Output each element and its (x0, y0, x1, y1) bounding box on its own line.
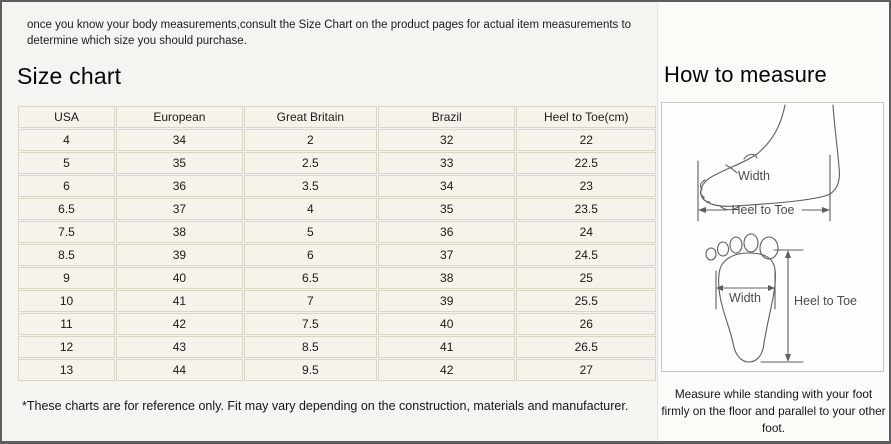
size-cell: 40 (116, 267, 243, 289)
size-cell: 23.5 (516, 198, 656, 220)
size-cell: 27 (516, 359, 656, 381)
size-cell: 22 (516, 129, 656, 151)
size-cell: 7.5 (18, 221, 115, 243)
table-row: 6.5 37 4 35 23.5 (18, 198, 656, 220)
size-cell: 2.5 (243, 152, 377, 174)
column-header: USA (18, 106, 115, 128)
size-cell: 41 (116, 290, 243, 312)
size-cell: 4 (243, 198, 377, 220)
size-cell: 7.5 (243, 313, 377, 335)
size-cell: 8.5 (18, 244, 115, 266)
size-cell: 13 (18, 359, 115, 381)
table-row: 12 43 8.5 41 26.5 (18, 336, 656, 358)
size-cell: 2 (243, 129, 377, 151)
size-cell: 25 (516, 267, 656, 289)
bottom-heel-to-toe-label: Heel to Toe (794, 294, 857, 308)
size-cell: 34 (116, 129, 243, 151)
bottom-width-label: Width (729, 291, 761, 305)
table-row: 6 36 3.5 34 23 (18, 175, 656, 197)
size-cell: 11 (18, 313, 115, 335)
how-to-measure-heading: How to measure (664, 62, 827, 87)
intro-text: once you know your body measurements,con… (27, 19, 632, 47)
size-cell: 26.5 (516, 336, 656, 358)
size-cell: 26 (516, 313, 656, 335)
size-cell: 43 (116, 336, 243, 358)
column-header: Brazil (377, 106, 516, 128)
foot-bottom-view-icon (705, 233, 779, 363)
side-heel-to-toe-dimension (697, 154, 831, 222)
foot-measurement-diagram-icon: Width Heel to Toe Width Heel to Toe (697, 104, 857, 363)
size-cell: 25.5 (516, 290, 656, 312)
size-cell: 39 (116, 244, 243, 266)
size-cell: 42 (116, 313, 243, 335)
reference-footnote: *These charts are for reference only. Fi… (22, 399, 629, 413)
size-cell: 3.5 (243, 175, 377, 197)
size-cell: 24 (516, 221, 656, 243)
size-cell: 12 (18, 336, 115, 358)
how-to-measure-section: How to measure (657, 2, 889, 441)
size-cell: 6 (18, 175, 115, 197)
size-cell: 33 (377, 152, 516, 174)
column-header: European (116, 106, 243, 128)
column-header: Heel to Toe(cm) (516, 106, 656, 128)
size-cell: 10 (18, 290, 115, 312)
size-cell: 24.5 (516, 244, 656, 266)
size-cell: 6 (243, 244, 377, 266)
table-row: 9 40 6.5 38 25 (18, 267, 656, 289)
size-table-body: 4 34 2 32 22 5 35 2.5 33 22.5 6 36 3.5 34 23 6.5 37 4 35 23… (18, 129, 656, 381)
foot-side-view-icon (699, 104, 840, 211)
table-row: 13 44 9.5 42 27 (18, 359, 656, 381)
table-row: 11 42 7.5 40 26 (18, 313, 656, 335)
size-table-header-row: USA European Great Britain Brazil Heel to To… (18, 106, 656, 128)
size-cell: 36 (116, 175, 243, 197)
size-cell: 9 (18, 267, 115, 289)
size-chart-heading: Size chart (17, 63, 122, 89)
column-header: Great Britain (243, 106, 377, 128)
size-cell: 4 (18, 129, 115, 151)
bottom-heel-to-toe-dimension (760, 249, 804, 363)
size-cell: 39 (377, 290, 516, 312)
size-cell: 36 (377, 221, 516, 243)
size-cell: 35 (116, 152, 243, 174)
size-cell: 38 (116, 221, 243, 243)
size-cell: 6.5 (243, 267, 377, 289)
side-width-label: Width (738, 169, 770, 183)
size-cell: 40 (377, 313, 516, 335)
size-cell: 32 (377, 129, 516, 151)
side-heel-to-toe-label: Heel to Toe (731, 203, 794, 217)
size-cell: 41 (377, 336, 516, 358)
size-cell: 5 (18, 152, 115, 174)
size-cell: 6.5 (18, 198, 115, 220)
size-chart-section: once you know your body measurements,con… (2, 2, 657, 441)
table-row: 5 35 2.5 33 22.5 (18, 152, 656, 174)
table-row: 8.5 39 6 37 24.5 (18, 244, 656, 266)
size-cell: 9.5 (243, 359, 377, 381)
table-row: 10 41 7 39 25.5 (18, 290, 656, 312)
size-cell: 37 (377, 244, 516, 266)
bottom-width-dimension (715, 270, 776, 310)
size-cell: 35 (377, 198, 516, 220)
size-cell: 7 (243, 290, 377, 312)
size-cell: 42 (377, 359, 516, 381)
size-cell: 8.5 (243, 336, 377, 358)
size-cell: 5 (243, 221, 377, 243)
size-cell: 37 (116, 198, 243, 220)
size-cell: 22.5 (516, 152, 656, 174)
size-conversion-table: USA European Great Britain Brazil Heel to To… (17, 105, 657, 382)
measurement-diagram-box: Width Heel to Toe Width Heel to Toe (661, 102, 884, 372)
measurement-instruction: Measure while standing with your foot fi… (661, 387, 886, 435)
size-cell: 44 (116, 359, 243, 381)
size-cell: 34 (377, 175, 516, 197)
table-row: 7.5 38 5 36 24 (18, 221, 656, 243)
size-cell: 38 (377, 267, 516, 289)
size-cell: 23 (516, 175, 656, 197)
table-row: 4 34 2 32 22 (18, 129, 656, 151)
